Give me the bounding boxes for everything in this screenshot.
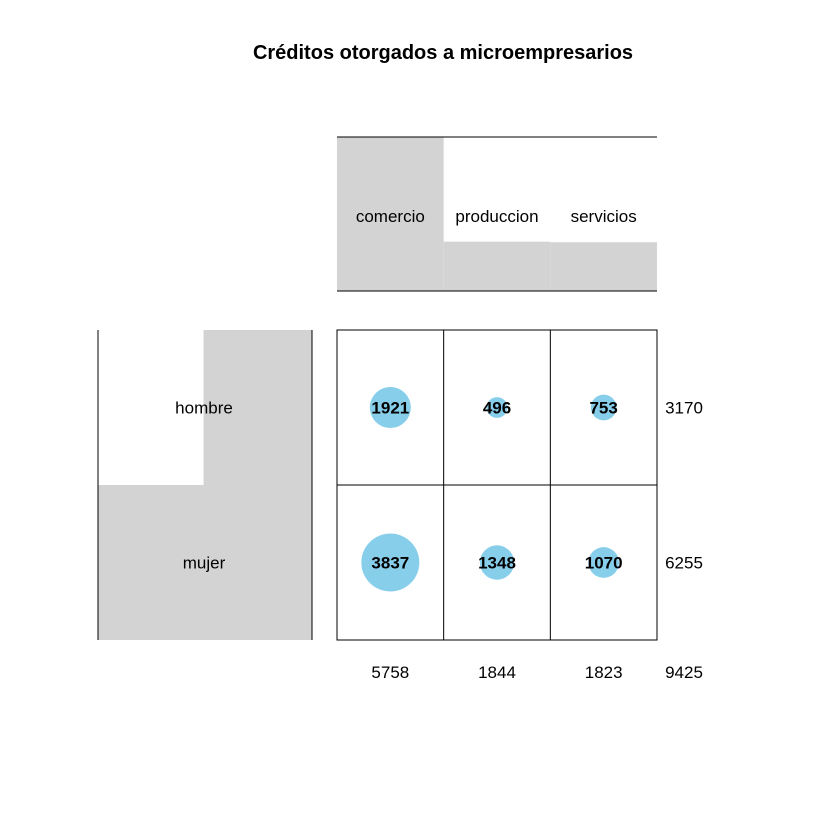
column-bar-produccion	[443, 241, 551, 291]
cell-grid	[336, 329, 658, 641]
column-total-servicios: 1823	[585, 663, 623, 682]
row-bar-hombre	[203, 330, 312, 485]
column-total-comercio: 5758	[371, 663, 409, 682]
column-total-produccion: 1844	[478, 663, 516, 682]
row-total-mujer: 6255	[665, 554, 703, 573]
column-label-produccion: produccion	[455, 207, 538, 226]
row-bar-mujer	[98, 485, 312, 640]
column-bar-servicios	[550, 242, 657, 291]
cell-value-mujer-produccion: 1348	[478, 554, 516, 573]
row-total-hombre: 3170	[665, 399, 703, 418]
grand-total: 9425	[665, 663, 703, 682]
balloon-mujer-servicios	[588, 547, 619, 578]
row-header: hombre mujer	[98, 330, 312, 640]
row-label-mujer: mujer	[183, 554, 226, 573]
column-bar-comercio	[337, 137, 444, 291]
cell-value-hombre-servicios: 753	[589, 399, 617, 418]
balloon-hombre-servicios	[590, 394, 617, 421]
balloon-mujer-produccion	[479, 545, 515, 580]
balloon-hombre-produccion	[486, 397, 508, 418]
cell-value-hombre-produccion: 496	[483, 399, 511, 418]
column-header: comercio produccion servicios	[337, 137, 657, 291]
balloon-mujer-comercio	[361, 533, 420, 592]
cell-value-hombre-comercio: 1921	[371, 399, 409, 418]
column-label-servicios: servicios	[571, 207, 637, 226]
balloon-hombre-comercio	[369, 386, 411, 429]
balloons: 1921 496 753 3837 1348 1070	[361, 386, 623, 592]
cell-value-mujer-comercio: 3837	[371, 554, 409, 573]
chart-title: Créditos otorgados a microempresarios	[253, 42, 633, 64]
cell-value-mujer-servicios: 1070	[585, 554, 623, 573]
column-label-comercio: comercio	[356, 207, 425, 226]
totals: 3170 6255 5758 1844 1823 9425	[371, 399, 702, 683]
row-label-hombre: hombre	[175, 399, 233, 418]
